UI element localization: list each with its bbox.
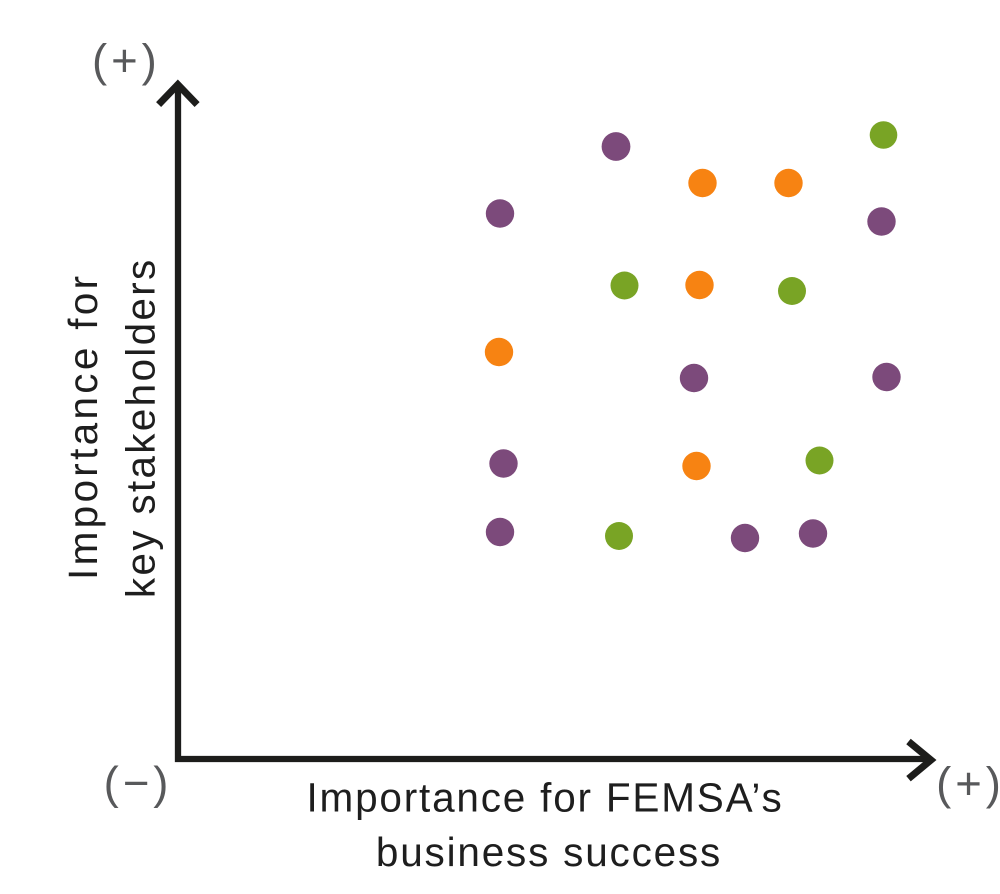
svg-text:key stakeholders: key stakeholders [117,257,163,598]
svg-text:(+): (+) [92,35,161,86]
svg-text:Importance for: Importance for [60,273,106,580]
svg-text:business success: business success [376,829,722,875]
svg-text:Importance for FEMSA’s: Importance for FEMSA’s [307,775,784,821]
svg-text:(−): (−) [104,758,173,809]
svg-text:(+): (+) [936,758,1000,809]
